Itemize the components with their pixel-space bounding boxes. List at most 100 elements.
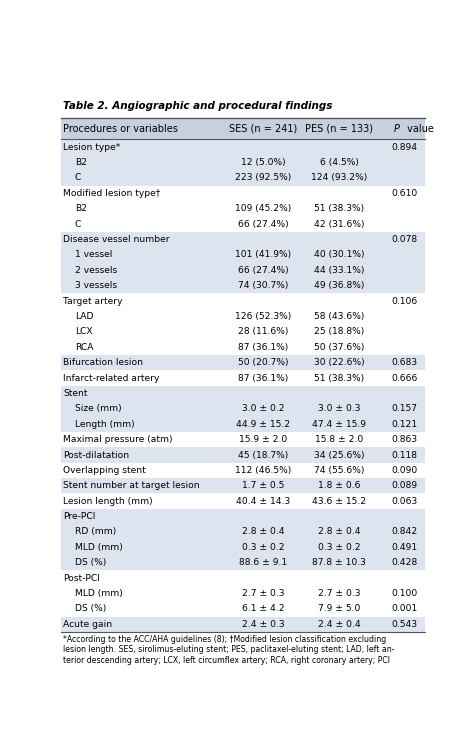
Text: 34 (25.6%): 34 (25.6%) [314,450,365,459]
Text: 45 (18.7%): 45 (18.7%) [238,450,288,459]
Text: Lesion length (mm): Lesion length (mm) [63,497,153,506]
Text: 0.543: 0.543 [392,620,418,629]
Bar [61,155,425,170]
Text: 58 (43.6%): 58 (43.6%) [314,312,365,321]
Bar [61,447,425,463]
Bar [61,555,425,571]
Bar [61,509,425,524]
Text: 112 (46.5%): 112 (46.5%) [235,466,291,475]
Text: Infarct-related artery: Infarct-related artery [63,374,159,383]
Text: 87.8 ± 10.3: 87.8 ± 10.3 [312,558,366,567]
Text: 0.089: 0.089 [392,482,418,491]
Text: Procedures or variables: Procedures or variables [63,124,178,133]
Text: 1 vessel: 1 vessel [75,250,112,259]
Text: 51 (38.3%): 51 (38.3%) [314,204,364,213]
Text: Lesion type*: Lesion type* [63,142,120,152]
Text: LCX: LCX [75,327,92,336]
Text: Stent number at target lesion: Stent number at target lesion [63,482,200,491]
Text: 25 (18.8%): 25 (18.8%) [314,327,365,336]
Text: 2.7 ± 0.3: 2.7 ± 0.3 [242,589,284,598]
Bar [61,232,425,247]
Text: MLD (mm): MLD (mm) [75,589,122,598]
Text: RD (mm): RD (mm) [75,527,116,536]
Text: 124 (93.2%): 124 (93.2%) [311,174,367,183]
Text: 12 (5.0%): 12 (5.0%) [241,158,285,167]
Bar [61,278,425,294]
Text: 0.001: 0.001 [392,604,418,613]
Text: 0.106: 0.106 [392,297,418,306]
Text: 28 (11.6%): 28 (11.6%) [238,327,288,336]
Bar [61,355,425,370]
Text: C: C [75,174,81,183]
Bar [61,586,425,601]
Text: 2.8 ± 0.4: 2.8 ± 0.4 [242,527,284,536]
Text: 0.666: 0.666 [392,374,418,383]
Text: SES (n = 241): SES (n = 241) [229,124,297,133]
Text: 7.9 ± 5.0: 7.9 ± 5.0 [318,604,360,613]
Text: Target artery: Target artery [63,297,122,306]
Text: P: P [393,124,400,133]
Text: LAD: LAD [75,312,93,321]
Text: 44 (33.1%): 44 (33.1%) [314,266,365,275]
Text: 66 (27.4%): 66 (27.4%) [238,266,289,275]
Bar [61,247,425,263]
Bar [61,540,425,555]
Text: 6.1 ± 4.2: 6.1 ± 4.2 [242,604,284,613]
Bar [61,386,425,401]
Bar [61,494,425,509]
Text: 0.894: 0.894 [392,142,418,152]
Text: 1.7 ± 0.5: 1.7 ± 0.5 [242,482,284,491]
Text: 1.8 ± 0.6: 1.8 ± 0.6 [318,482,360,491]
Text: 2.4 ± 0.3: 2.4 ± 0.3 [242,620,284,629]
Bar [61,601,425,616]
Text: Modified lesion type†: Modified lesion type† [63,189,160,198]
Text: 15.8 ± 2.0: 15.8 ± 2.0 [315,435,363,444]
Text: Stent: Stent [63,389,87,398]
Text: 0.428: 0.428 [392,558,418,567]
Text: 2.8 ± 0.4: 2.8 ± 0.4 [318,527,361,536]
Text: 2 vessels: 2 vessels [75,266,117,275]
Bar [61,571,425,586]
Bar [61,216,425,232]
Bar [61,170,425,186]
Text: 0.863: 0.863 [392,435,418,444]
Bar [61,370,425,386]
Text: 0.491: 0.491 [392,543,418,552]
Text: 42 (31.6%): 42 (31.6%) [314,219,365,228]
Text: 0.100: 0.100 [392,589,418,598]
Text: 74 (30.7%): 74 (30.7%) [238,281,288,290]
Bar [61,478,425,494]
Bar [61,139,425,155]
Text: 0.090: 0.090 [392,466,418,475]
Bar [61,309,425,324]
Text: 0.610: 0.610 [392,189,418,198]
Bar [61,339,425,355]
Text: 223 (92.5%): 223 (92.5%) [235,174,291,183]
Text: 74 (55.6%): 74 (55.6%) [314,466,365,475]
Text: *According to the ACC/AHA guidelines (8); †Modified lesion classification exclud: *According to the ACC/AHA guidelines (8)… [63,635,394,664]
Text: Maximal pressure (atm): Maximal pressure (atm) [63,435,173,444]
Bar [61,416,425,432]
Text: 0.078: 0.078 [392,235,418,244]
Text: B2: B2 [75,204,87,213]
Text: DS (%): DS (%) [75,558,106,567]
Text: DS (%): DS (%) [75,604,106,613]
Bar [61,263,425,278]
Text: 2.4 ± 0.4: 2.4 ± 0.4 [318,620,361,629]
Text: 3 vessels: 3 vessels [75,281,117,290]
Text: Length (mm): Length (mm) [75,419,134,428]
Text: 0.683: 0.683 [392,358,418,367]
Text: 0.157: 0.157 [392,404,418,413]
Bar [61,401,425,416]
Text: 0.063: 0.063 [392,497,418,506]
Text: Table 2. Angiographic and procedural findings: Table 2. Angiographic and procedural fin… [63,101,332,112]
Text: RCA: RCA [75,343,93,352]
Text: 40 (30.1%): 40 (30.1%) [314,250,365,259]
Text: 0.842: 0.842 [392,527,418,536]
Text: 88.6 ± 9.1: 88.6 ± 9.1 [239,558,287,567]
Text: Pre-PCI: Pre-PCI [63,512,95,521]
Text: 109 (45.2%): 109 (45.2%) [235,204,291,213]
Text: Overlapping stent: Overlapping stent [63,466,146,475]
Text: 50 (20.7%): 50 (20.7%) [238,358,288,367]
Bar [61,118,425,139]
